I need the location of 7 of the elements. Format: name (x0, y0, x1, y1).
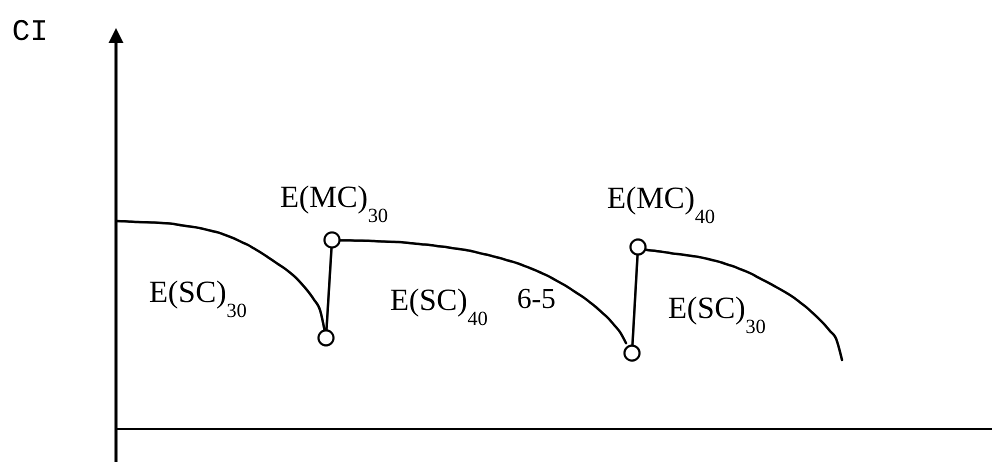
text: CI (12, 16, 48, 50)
series-label: E(SC)$_{40}$ (390, 282, 488, 330)
series-label: E(MC)$_{40}$ (607, 180, 715, 228)
series-label: E(SC)$_{30}$ (668, 290, 766, 338)
series-label: E(SC)$_{30}$ (149, 274, 247, 322)
annotation: 6-5 (517, 283, 556, 315)
series-label: E(MC)$_{30}$ (280, 179, 388, 227)
